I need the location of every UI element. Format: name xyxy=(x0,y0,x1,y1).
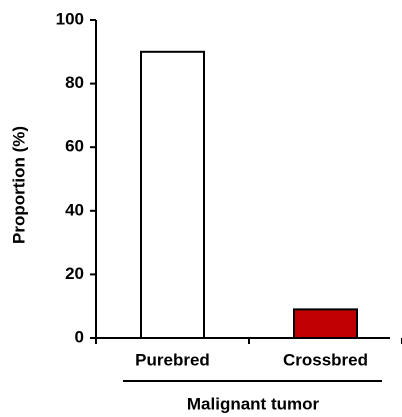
bar xyxy=(293,308,358,340)
x-tick-label: Purebred xyxy=(135,350,210,369)
y-tick-label: 80 xyxy=(65,73,84,92)
y-tick-label: 100 xyxy=(56,9,84,28)
x-axis-label: Malignant tumor xyxy=(187,394,320,413)
bar xyxy=(140,50,205,340)
y-tick-label: 20 xyxy=(65,264,84,283)
y-tick-label: 0 xyxy=(75,327,84,346)
x-tick-label: Crossbred xyxy=(283,350,368,369)
y-tick-label: 60 xyxy=(65,137,84,156)
y-tick-label: 40 xyxy=(65,200,84,219)
y-axis-label: Proportion (%) xyxy=(9,126,28,244)
